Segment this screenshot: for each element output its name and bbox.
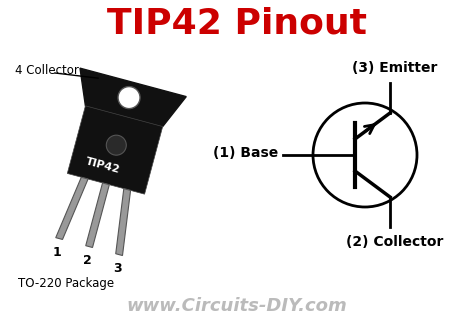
Text: (1) Base: (1) Base [213,146,278,160]
Text: (2) Collector: (2) Collector [346,235,444,249]
Text: 3: 3 [113,262,121,275]
Circle shape [118,86,140,109]
Text: 4 Collector: 4 Collector [15,63,79,76]
Polygon shape [67,106,163,194]
Polygon shape [116,188,130,255]
Circle shape [313,103,417,207]
Polygon shape [86,183,109,248]
Text: TIP42: TIP42 [84,156,121,175]
Circle shape [106,135,126,155]
Text: (3) Emitter: (3) Emitter [352,61,438,75]
Text: 2: 2 [82,254,91,267]
Text: TIP42 Pinout: TIP42 Pinout [107,7,367,41]
Polygon shape [56,177,88,240]
Text: www.Circuits-DIY.com: www.Circuits-DIY.com [127,297,347,315]
Text: TO-220 Package: TO-220 Package [18,277,114,290]
Text: 1: 1 [53,246,62,259]
Polygon shape [80,68,186,126]
